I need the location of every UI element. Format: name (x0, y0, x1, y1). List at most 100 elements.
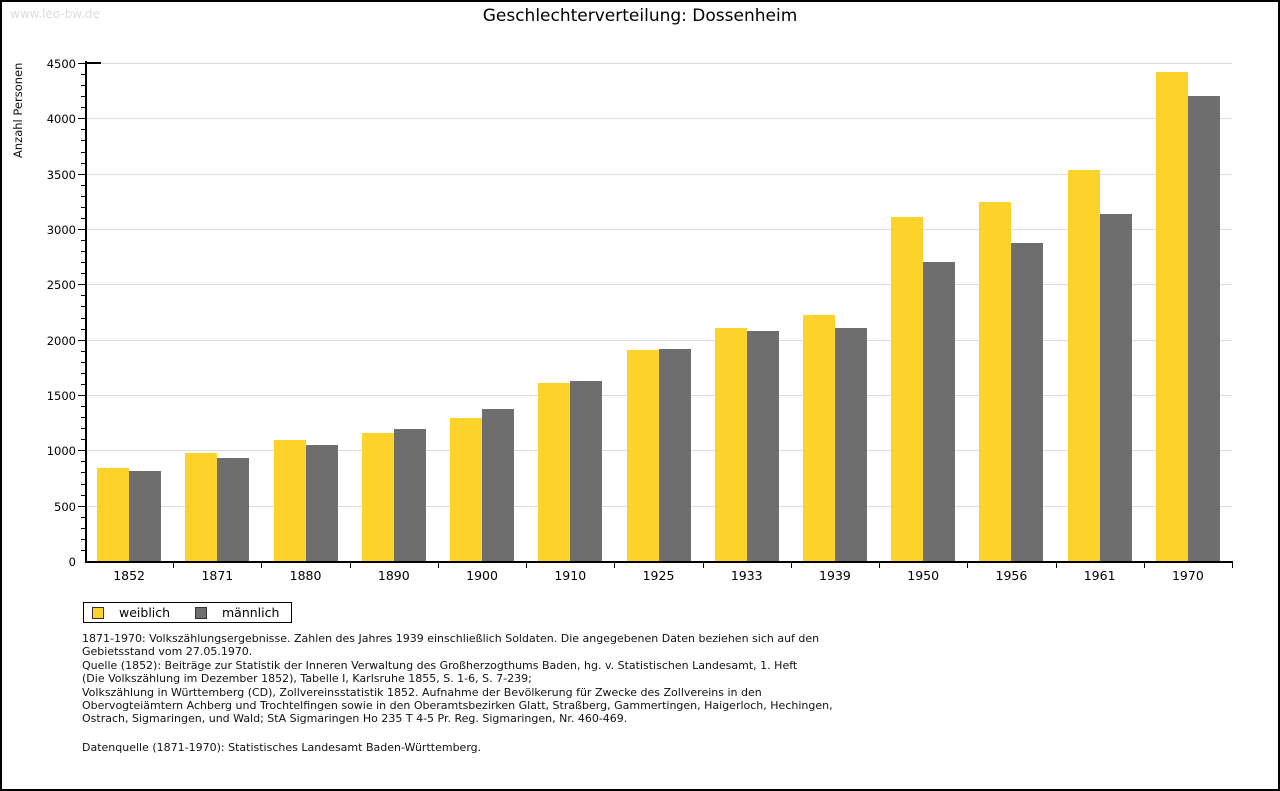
y-tick-label-1500: 1500 (46, 389, 76, 403)
bar-männlich-1956 (1011, 243, 1044, 561)
y-major-tick-4500 (78, 63, 86, 64)
y-minor-tick-3800 (81, 140, 86, 142)
bar-männlich-1970 (1187, 96, 1220, 561)
x-tick-label-1880: 1880 (289, 568, 322, 583)
bar-männlich-1880 (305, 445, 338, 561)
bar-männlich-1871 (217, 458, 250, 561)
bar-männlich-1890 (393, 429, 426, 561)
bar-männlich-1939 (834, 328, 867, 561)
y-minor-tick-1100 (81, 439, 86, 441)
x-tick-label-1950: 1950 (907, 568, 940, 583)
y-minor-tick-1600 (81, 383, 86, 385)
y-tick-label-4500: 4500 (46, 57, 76, 71)
chart-title: Geschlechterverteilung: Dossenheim (482, 6, 798, 26)
bar-weiblich-1939 (802, 315, 835, 561)
bar-weiblich-1871 (185, 453, 218, 561)
x-boundary-tick-6 (614, 563, 616, 568)
y-minor-tick-1700 (81, 372, 86, 374)
y-minor-tick-200 (81, 538, 86, 540)
y-tick-label-3500: 3500 (46, 167, 76, 182)
x-tick-label-1961: 1961 (1083, 568, 1116, 583)
x-boundary-tick-11 (1055, 563, 1057, 568)
y-minor-tick-3700 (81, 151, 86, 153)
y-minor-tick-2300 (81, 306, 86, 308)
y-minor-tick-2800 (81, 251, 86, 253)
y-tick-label-1000: 1000 (46, 444, 76, 459)
bar-weiblich-1956 (979, 202, 1012, 561)
y-minor-tick-300 (81, 527, 86, 529)
y-major-tick-500 (78, 505, 86, 507)
y-minor-tick-2900 (81, 240, 86, 242)
y-axis-top-cap (85, 62, 101, 64)
x-boundary-tick-5 (526, 563, 528, 568)
y-minor-tick-4300 (81, 85, 86, 87)
gridline-2500 (85, 284, 1232, 286)
legend-box: weiblich männlich (83, 602, 292, 623)
y-minor-tick-1400 (81, 406, 86, 408)
x-boundary-tick-9 (879, 563, 881, 568)
y-tick-label-0: 0 (68, 555, 76, 569)
x-tick-label-1956: 1956 (995, 568, 1028, 583)
x-tick-label-1910: 1910 (554, 568, 587, 583)
y-minor-tick-3900 (81, 129, 86, 131)
x-boundary-tick-8 (790, 563, 792, 568)
bar-männlich-1933 (746, 331, 779, 561)
bar-weiblich-1933 (714, 328, 747, 561)
y-minor-tick-1200 (81, 428, 86, 430)
y-minor-tick-3200 (81, 206, 86, 208)
y-minor-tick-2100 (81, 328, 86, 330)
gridline-4500 (85, 63, 1232, 64)
watermark-text: www.leo-bw.de (10, 7, 100, 21)
x-tick-label-1925: 1925 (642, 568, 675, 583)
y-minor-tick-600 (81, 494, 86, 496)
x-boundary-tick-13 (1232, 563, 1233, 568)
bar-männlich-1910 (570, 381, 603, 561)
y-minor-tick-2700 (81, 262, 86, 264)
bar-männlich-1925 (658, 349, 691, 561)
x-tick-label-1890: 1890 (377, 568, 410, 583)
y-minor-tick-400 (81, 516, 86, 518)
y-major-tick-2500 (78, 284, 86, 286)
gridline-4000 (85, 118, 1232, 120)
x-boundary-tick-10 (967, 563, 969, 568)
y-major-tick-2000 (78, 339, 86, 341)
x-boundary-tick-3 (349, 563, 351, 568)
gridline-2000 (85, 339, 1232, 341)
bar-männlich-1961 (1099, 214, 1132, 561)
y-minor-tick-900 (81, 461, 86, 463)
x-boundary-tick-2 (261, 563, 263, 568)
y-minor-tick-4400 (81, 74, 86, 76)
x-axis-line (85, 561, 1233, 563)
bar-männlich-1852 (129, 471, 162, 561)
bar-männlich-1950 (923, 262, 956, 561)
x-boundary-tick-1 (173, 563, 175, 568)
legend-swatch-weiblich (92, 606, 104, 619)
y-minor-tick-1800 (81, 361, 86, 363)
legend-label-maennlich: männlich (222, 605, 280, 620)
y-major-tick-3500 (78, 173, 86, 175)
y-minor-tick-3400 (81, 184, 86, 186)
y-tick-label-500: 500 (54, 499, 76, 514)
gridline-3500 (85, 173, 1232, 175)
y-minor-tick-100 (81, 549, 86, 551)
y-minor-tick-1900 (81, 350, 86, 352)
y-minor-tick-3100 (81, 217, 86, 219)
bar-weiblich-1880 (273, 440, 306, 561)
y-minor-tick-800 (81, 472, 86, 474)
x-tick-label-1933: 1933 (730, 568, 763, 583)
y-tick-label-3000: 3000 (46, 223, 76, 237)
bar-weiblich-1950 (891, 217, 924, 561)
x-tick-label-1852: 1852 (113, 568, 146, 583)
y-major-tick-1000 (78, 450, 86, 452)
x-boundary-tick-12 (1143, 563, 1145, 568)
bar-männlich-1900 (482, 409, 515, 561)
x-tick-label-1939: 1939 (819, 568, 851, 583)
bar-weiblich-1970 (1155, 72, 1188, 561)
datasource-line: Datenquelle (1871-1970): Statistisches L… (82, 741, 482, 754)
x-boundary-tick-7 (702, 563, 704, 568)
legend-label-weiblich: weiblich (119, 605, 171, 620)
x-boundary-tick-4 (437, 563, 439, 568)
x-tick-label-1970: 1970 (1171, 568, 1204, 583)
y-minor-tick-3300 (81, 195, 86, 197)
